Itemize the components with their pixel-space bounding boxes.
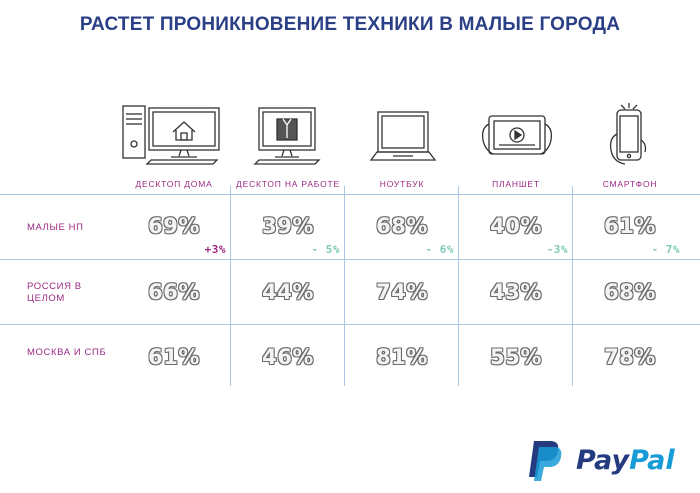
- cell-value: 81%: [376, 345, 428, 369]
- column-header-desktop-home: ДЕСКТОП ДОМА: [135, 179, 213, 189]
- column-header-tablet: ПЛАНШЕТ: [492, 179, 540, 189]
- cell-value: 68%: [604, 280, 656, 304]
- row-label-russia: РОССИЯ В ЦЕЛОМ: [27, 281, 82, 304]
- grid-line: [0, 324, 700, 325]
- cell-value: 46%: [262, 345, 314, 369]
- grid-line: [0, 194, 700, 195]
- logo-pay: Pay: [576, 445, 630, 476]
- cell-value: 61%: [604, 214, 656, 238]
- cell-value: 44%: [262, 280, 314, 304]
- delta-value: +3%: [204, 243, 226, 256]
- cell-value: 66%: [148, 280, 200, 304]
- cell-value: 39%: [262, 214, 314, 238]
- row-label-small-towns: МАЛЫЕ НП: [27, 222, 84, 233]
- cell-value: 69%: [148, 214, 200, 238]
- cell-value: 61%: [148, 345, 200, 369]
- cell-value: 68%: [376, 214, 428, 238]
- grid-line: [0, 259, 700, 260]
- column-header-desktop-work: ДЕСКТОП НА РАБОТЕ: [236, 179, 340, 189]
- laptop-icon: [369, 111, 437, 161]
- delta-value: - 6%: [425, 243, 454, 256]
- page-title: РАСТЕТ ПРОНИКНОВЕНИЕ ТЕХНИКИ В МАЛЫЕ ГОР…: [79, 14, 621, 35]
- cell-value: 74%: [376, 280, 428, 304]
- delta-value: - 7%: [651, 243, 680, 256]
- row-label-moscow-spb: МОСКВА И СПБ: [27, 347, 107, 358]
- cell-value: 40%: [490, 214, 542, 238]
- cell-value: 43%: [490, 280, 542, 304]
- grid-line: [344, 186, 345, 386]
- column-header-laptop: НОУТБУК: [379, 179, 425, 189]
- smartphone-icon: [609, 103, 647, 165]
- tablet-icon: [481, 115, 553, 155]
- delta-value: - 5%: [311, 243, 340, 256]
- logo-pal: Pal: [629, 445, 675, 476]
- grid-line: [230, 186, 231, 386]
- paypal-logo: PayPal: [576, 445, 675, 476]
- grid-line: [572, 186, 573, 386]
- grid-line: [458, 186, 459, 386]
- desktop-home-icon: [122, 105, 220, 165]
- paypal-logo-icon: [529, 441, 562, 481]
- cell-value: 55%: [490, 345, 542, 369]
- delta-value: -3%: [546, 243, 568, 256]
- cell-value: 78%: [604, 345, 656, 369]
- desktop-work-icon: [253, 107, 321, 165]
- column-header-smartphone: СМАРТФОН: [602, 179, 658, 189]
